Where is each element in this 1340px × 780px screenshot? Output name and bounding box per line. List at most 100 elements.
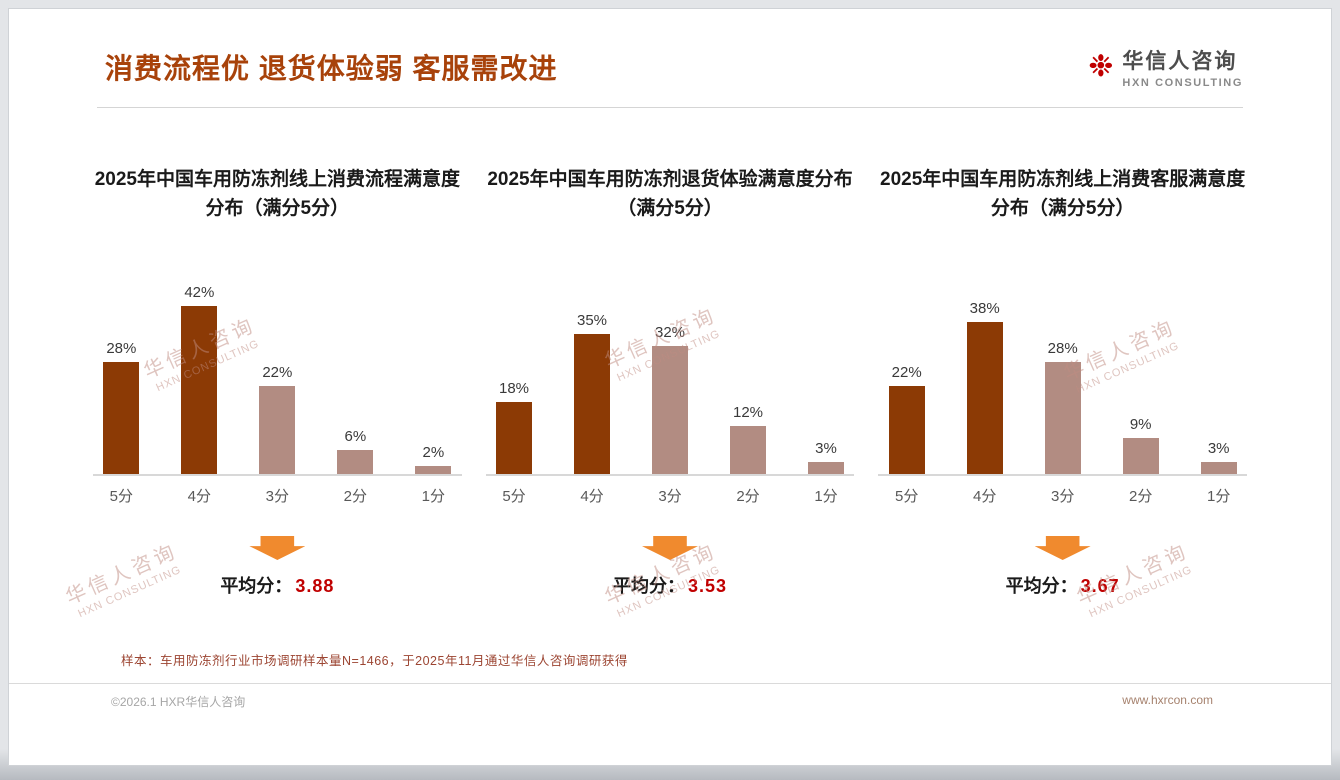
category-label: 1分 <box>814 488 838 505</box>
chart-title: 2025年中国车用防冻剂退货体验满意度分布（满分5分） <box>487 169 853 219</box>
bar <box>652 346 688 474</box>
average-value: 3.88 <box>295 576 335 596</box>
bar-value-label: 2% <box>422 444 445 461</box>
bar-group: 28% <box>103 340 140 474</box>
down-arrow-icon <box>249 536 306 560</box>
bar <box>888 386 925 474</box>
average-row: 平均分： 3.67 <box>878 572 1247 598</box>
arrow-row <box>93 536 462 560</box>
report-slide: 消费流程优 退货体验弱 客服需改进 ❉ 华信人咨询 HXN CONSULTING… <box>8 8 1332 766</box>
chart-title: 2025年中国车用防冻剂线上消费客服满意度分布（满分5分） <box>880 169 1246 219</box>
category-label: 4分 <box>580 488 604 505</box>
chart-title: 2025年中国车用防冻剂线上消费流程满意度分布（满分5分） <box>94 169 460 219</box>
chart-consumption-process: 2025年中国车用防冻剂线上消费流程满意度分布（满分5分） 华信人咨询 HXN C… <box>63 166 462 620</box>
category-label: 5分 <box>109 488 133 505</box>
arrow-row <box>878 536 1247 560</box>
category-label: 4分 <box>973 488 997 505</box>
sample-footnote: 样本：车用防冻剂行业市场调研样本量N=1466，于2025年11月通过华信人咨询… <box>121 654 628 668</box>
bar <box>966 322 1003 474</box>
copyright-text: ©2026.1 HXR华信人咨询 <box>111 695 246 709</box>
bar-value-label: 3% <box>1207 440 1230 457</box>
bar-plot: 华信人咨询 HXN CONSULTING 28% 42% 22% <box>93 268 462 506</box>
category-label: 3分 <box>1051 488 1075 505</box>
bar <box>730 426 766 474</box>
website-url: www.hxrcon.com <box>1122 693 1213 707</box>
bars-area: 22% 38% 28% 9% <box>878 268 1247 474</box>
bar-value-label: 28% <box>1047 340 1078 357</box>
category-label: 1分 <box>1207 488 1231 505</box>
average-value: 3.67 <box>1080 576 1120 596</box>
bar-value-label: 3% <box>815 440 837 457</box>
category-label: 4分 <box>187 488 211 505</box>
bar-value-label: 28% <box>106 340 137 357</box>
down-arrow-icon <box>642 536 698 560</box>
header: 消费流程优 退货体验弱 客服需改进 ❉ 华信人咨询 HXN CONSULTING <box>97 9 1243 108</box>
footer: ©2026.1 HXR华信人咨询 www.hxrcon.com <box>9 684 1331 710</box>
bar <box>808 462 844 474</box>
bar-group: 32% <box>652 324 688 474</box>
category-labels: 5分 4分 3分 2分 1分 <box>93 476 462 506</box>
footer-divider <box>9 683 1331 684</box>
bar-group: 2% <box>415 444 452 474</box>
company-logo: ❉ 华信人咨询 HXN CONSULTING <box>1088 45 1243 89</box>
bar <box>103 362 140 474</box>
average-row: 平均分： 3.88 <box>93 572 462 598</box>
bar-group: 6% <box>337 428 374 474</box>
charts-row: 2025年中国车用防冻剂线上消费流程满意度分布（满分5分） 华信人咨询 HXN C… <box>9 166 1331 620</box>
bar-group: 22% <box>259 364 296 474</box>
category-label: 2分 <box>736 488 760 505</box>
page-title: 消费流程优 退货体验弱 客服需改进 <box>105 53 558 84</box>
bar-value-label: 9% <box>1129 416 1152 433</box>
bars-area: 28% 42% 22% 6% <box>93 268 462 474</box>
average-value: 3.53 <box>687 576 728 596</box>
bar-value-label: 32% <box>654 324 686 341</box>
bar-group: 3% <box>1200 440 1237 474</box>
logo-name-cn: 华信人咨询 <box>1122 50 1238 73</box>
bar <box>181 306 218 474</box>
bar-group: 38% <box>966 300 1003 474</box>
category-label: 2分 <box>1129 488 1153 505</box>
category-label: 3分 <box>658 488 682 505</box>
bar-value-label: 18% <box>498 380 530 397</box>
logo-text: 华信人咨询 HXN CONSULTING <box>1122 45 1243 89</box>
category-labels: 5分 4分 3分 2分 1分 <box>486 476 855 506</box>
bar-value-label: 22% <box>262 364 293 381</box>
average-label: 平均分： <box>220 576 293 596</box>
bar <box>1044 362 1081 474</box>
down-arrow-icon <box>1034 536 1091 560</box>
bar <box>337 450 374 474</box>
bar-group: 35% <box>574 312 610 474</box>
category-label: 2分 <box>343 488 367 505</box>
bar-plot: 华信人咨询 HXN CONSULTING 18% 35% 32% <box>485 268 855 506</box>
bar-plot: 华信人咨询 HXN CONSULTING 22% 38% 28% <box>878 268 1248 506</box>
bars-area: 18% 35% 32% 12% <box>486 268 855 474</box>
category-label: 5分 <box>895 488 919 505</box>
average-label: 平均分： <box>1005 576 1078 596</box>
average-row: 平均分： 3.53 <box>486 572 855 598</box>
bar <box>1200 462 1237 474</box>
bar-group: 18% <box>496 380 532 474</box>
average-label: 平均分： <box>612 576 685 596</box>
bar-group: 28% <box>1044 340 1081 474</box>
x-axis-line <box>93 474 462 476</box>
category-labels: 5分 4分 3分 2分 1分 <box>878 476 1247 506</box>
bar <box>415 466 452 474</box>
bar-group: 3% <box>808 440 844 474</box>
bar-value-label: 42% <box>184 284 215 301</box>
bar-value-label: 35% <box>576 312 608 329</box>
bar <box>1122 438 1159 474</box>
chart-return-experience: 2025年中国车用防冻剂退货体验满意度分布（满分5分） 华信人咨询 HXN CON… <box>485 166 855 620</box>
category-label: 3分 <box>265 488 289 505</box>
bar <box>574 334 610 474</box>
bar <box>259 386 296 474</box>
logo-name-en: HXN CONSULTING <box>1122 77 1243 89</box>
bar-value-label: 12% <box>732 404 764 421</box>
bar-value-label: 22% <box>891 364 922 381</box>
arrow-row <box>486 536 855 560</box>
bar-group: 9% <box>1122 416 1159 474</box>
chart-customer-service: 2025年中国车用防冻剂线上消费客服满意度分布（满分5分） 华信人咨询 HXN C… <box>878 166 1248 620</box>
category-label: 5分 <box>502 488 526 505</box>
x-axis-line <box>878 474 1248 476</box>
bar-group: 22% <box>888 364 925 474</box>
bar-value-label: 38% <box>969 300 1000 317</box>
